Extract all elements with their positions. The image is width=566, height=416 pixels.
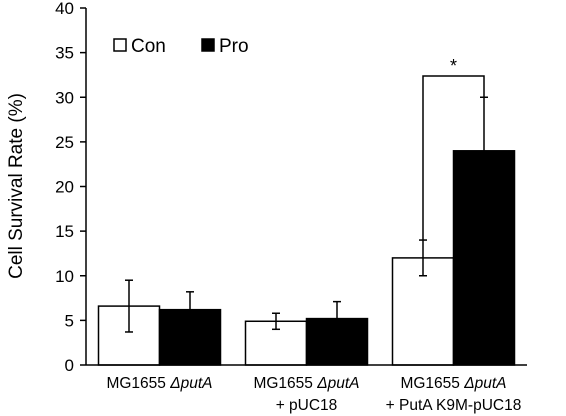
y-tick-label: 0 bbox=[65, 356, 74, 375]
legend-swatch-pro bbox=[201, 38, 215, 52]
bars bbox=[97, 150, 516, 366]
y-tick-label: 5 bbox=[65, 311, 74, 330]
category-label-2: MG1655 ΔputA bbox=[253, 375, 359, 392]
y-tick-label: 15 bbox=[55, 222, 74, 241]
category-labels: MG1655 ΔputA MG1655 ΔputA + pUC18 MG1655 Δp… bbox=[106, 375, 521, 414]
category-sublabel-3: + PutA K9M-pUC18 bbox=[386, 397, 522, 414]
legend-swatch-con bbox=[113, 38, 127, 52]
category-label-3: MG1655 ΔputA bbox=[400, 375, 506, 392]
y-tick-label: 25 bbox=[55, 133, 74, 152]
legend-label-pro: Pro bbox=[219, 36, 249, 57]
significance-label: * bbox=[450, 56, 457, 76]
axes bbox=[85, 8, 527, 366]
error-bars bbox=[125, 96, 488, 337]
y-tick-label: 20 bbox=[55, 178, 74, 197]
legend-label-con: Con bbox=[131, 36, 166, 57]
y-axis-title: Cell Survival Rate (%) bbox=[6, 93, 27, 279]
y-tick-label: 30 bbox=[55, 88, 74, 107]
category-sublabel-2: + pUC18 bbox=[276, 397, 338, 414]
significance-bracket bbox=[422, 75, 485, 241]
y-tick-label: 40 bbox=[55, 0, 74, 18]
y-tick-label: 35 bbox=[55, 44, 74, 63]
y-axis-ticks: 0 5 10 15 20 25 30 35 40 bbox=[55, 0, 86, 375]
category-label-1: MG1655 ΔputA bbox=[106, 375, 212, 392]
y-tick-label: 10 bbox=[55, 267, 74, 286]
legend: Con Pro bbox=[113, 36, 249, 57]
significance-annotation: * bbox=[422, 56, 485, 241]
